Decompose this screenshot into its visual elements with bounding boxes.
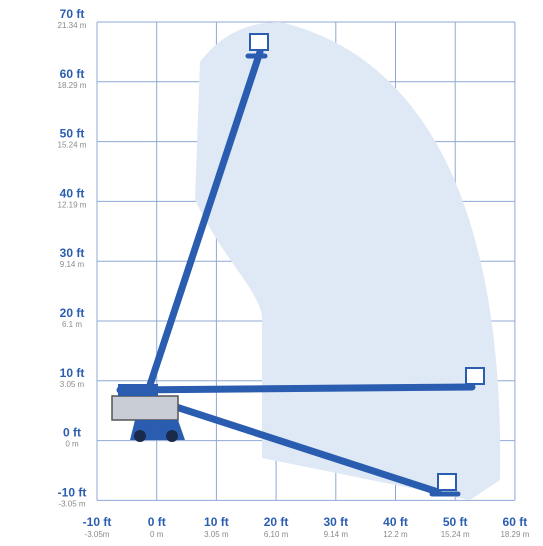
y-label-ft: 20 ft: [60, 306, 85, 320]
y-label-ft: 10 ft: [60, 366, 85, 380]
x-label-m: 0 m: [150, 530, 164, 539]
x-label-ft: 50 ft: [443, 515, 468, 529]
basket-right: [465, 367, 485, 385]
machine: [111, 33, 485, 497]
x-label-m: 3.05 m: [204, 530, 229, 539]
y-label-m: 12.19 m: [58, 200, 87, 209]
wheel-right: [166, 430, 178, 442]
x-label-ft: 10 ft: [204, 515, 229, 529]
x-label-ft: 30 ft: [323, 515, 348, 529]
y-label-m: 6.1 m: [62, 320, 82, 329]
y-label-m: -3.05 m: [58, 499, 85, 508]
y-label-ft: 50 ft: [60, 127, 85, 141]
x-label-ft: 20 ft: [264, 515, 289, 529]
x-label-ft: 40 ft: [383, 515, 408, 529]
working-envelope: [195, 22, 501, 500]
y-label-ft: 40 ft: [60, 186, 85, 200]
y-label-m: 3.05 m: [60, 380, 85, 389]
x-label-ft: 60 ft: [503, 515, 528, 529]
y-label-ft: 30 ft: [60, 246, 85, 260]
x-label-m: 12.2 m: [383, 530, 408, 539]
x-label-m: 9.14 m: [324, 530, 349, 539]
lower-boom: [166, 401, 442, 496]
basket-top: [249, 33, 269, 51]
chassis: [111, 395, 179, 421]
x-label-m: -3.05m: [85, 530, 110, 539]
basket-bottom: [437, 473, 457, 491]
y-label-m: 21.34 m: [58, 21, 87, 30]
x-label-ft: 0 ft: [148, 515, 166, 529]
y-label-ft: 0 ft: [63, 426, 81, 440]
horizontal-boom: [116, 383, 476, 394]
y-label-m: 0 m: [65, 440, 79, 449]
x-label-m: 15.24 m: [441, 530, 470, 539]
x-label-m: 18.29 m: [500, 530, 529, 539]
y-label-ft: 60 ft: [60, 67, 85, 81]
wheel-left: [134, 430, 146, 442]
x-label-m: 6.10 m: [264, 530, 289, 539]
y-label-m: 18.29 m: [58, 81, 87, 90]
turntable: [118, 384, 158, 396]
y-label-ft: 70 ft: [60, 7, 85, 21]
y-label-ft: -10 ft: [58, 485, 87, 499]
y-label-m: 9.14 m: [60, 260, 85, 269]
y-label-m: 15.24 m: [58, 141, 87, 150]
x-label-ft: -10 ft: [83, 515, 112, 529]
upper-boom: [146, 48, 264, 389]
